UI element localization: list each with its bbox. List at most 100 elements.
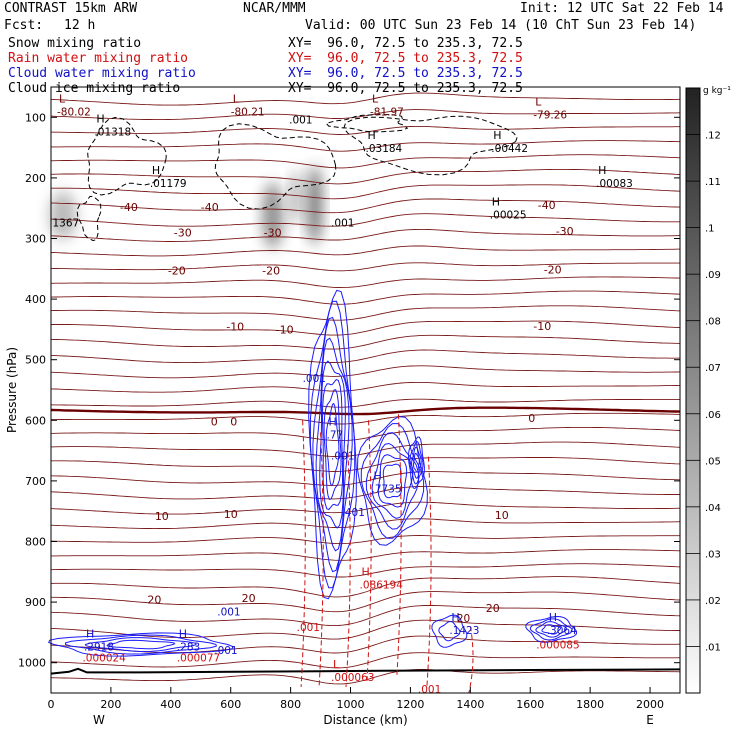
x-tick-label: 2000	[636, 698, 664, 711]
colorbar-tick-label: .04	[705, 503, 721, 514]
rain-contour	[426, 456, 432, 687]
x-tick-label: 0	[48, 698, 55, 711]
isotherm-line	[50, 381, 681, 393]
isotherm-label: 10	[155, 510, 169, 523]
isotherm-line	[51, 591, 681, 613]
isotherm-label: 20	[486, 602, 500, 615]
isotherm-line	[51, 184, 681, 200]
isotherm-label: -40	[201, 201, 219, 214]
isotherm-line	[50, 668, 681, 685]
extremum-mark: L	[535, 95, 542, 108]
isotherm-line	[51, 549, 681, 561]
legend-cloud-ice: Cloud ice mixing ratio	[8, 81, 181, 96]
extremum-value: .086194	[360, 580, 404, 592]
xy-line-cloud-ice: XY= 96.0, 72.5 to 235.3, 72.5	[288, 81, 523, 96]
isotherm-line	[50, 290, 681, 305]
isotherm-label: 10	[495, 509, 509, 522]
extremum-value: .77	[327, 429, 344, 441]
extremum-value: -80.02	[57, 106, 91, 118]
x-tick-label: 1800	[576, 698, 604, 711]
isotherm-line	[50, 92, 681, 106]
colorbar-tick-label: .03	[705, 549, 721, 560]
init-time: Init: 12 UTC Sat 22 Feb 14	[520, 1, 724, 16]
valid-time: Valid: 00 UTC Sun 23 Feb 14 (10 ChT Sun …	[305, 18, 697, 33]
extremum-value: .283	[177, 642, 200, 654]
extremum-value: -81.97	[370, 106, 404, 118]
fcst-value: 12 h	[64, 18, 96, 33]
cloud-water-contour	[325, 402, 340, 487]
extremum-mark: H	[179, 628, 187, 641]
isotherm-line	[50, 518, 681, 530]
isotherm-label: -40	[120, 201, 138, 214]
xy-line-cloud-water: XY= 96.0, 72.5 to 235.3, 72.5	[288, 66, 523, 81]
cloud-water-contour	[65, 634, 217, 655]
cloud-water-contour	[323, 389, 342, 500]
rain-contour	[345, 444, 351, 687]
isotherm-line	[51, 140, 681, 152]
y-tick-label: 700	[25, 475, 46, 488]
colorbar-tick-label: .12	[705, 131, 721, 142]
colorbar-tick-label: .07	[705, 363, 721, 374]
colorbar-tick-label: .09	[705, 270, 721, 281]
isotherm-label: -10	[533, 320, 551, 333]
extremum-value: .00025	[490, 209, 527, 221]
x-tick-label: 1200	[396, 698, 424, 711]
extremum-value: .01179	[150, 178, 187, 190]
snow-contour	[325, 114, 409, 133]
isotherm-label: -40	[538, 199, 556, 212]
extremum-mark: L	[372, 92, 379, 105]
extremum-mark: H	[373, 469, 381, 482]
cloud-water-contour	[431, 614, 468, 648]
isotherm-line	[51, 198, 681, 214]
extremum-mark: L	[333, 658, 340, 671]
x-axis-label: Distance (km)	[323, 713, 407, 727]
isotherm-line	[50, 635, 681, 654]
cloud-water-contour	[48, 632, 234, 657]
cloud-ice-blob	[307, 165, 323, 245]
isotherm-label: -20	[168, 265, 186, 278]
isotherm-line	[50, 576, 681, 598]
isotherm-line	[50, 349, 681, 364]
isotherm-label: -20	[544, 263, 562, 276]
cloud-water-contour	[309, 300, 356, 589]
isotherm-line	[50, 109, 681, 121]
colorbar: .01 .02 .03 .04 .05 .06 .07 .08 .09 .1 .11 .12 g kg⁻…	[685, 86, 731, 694]
extremum-value: .7735	[371, 483, 401, 495]
x-end-label-east: E	[646, 713, 654, 727]
extremum-value: 1367	[52, 217, 79, 229]
extremum-value: .001	[297, 622, 320, 634]
cloud-water-contour	[541, 624, 562, 635]
x-tick-label: 200	[100, 698, 121, 711]
extremum-mark: H	[598, 164, 606, 177]
cloud-water-contour	[365, 432, 420, 530]
extremum-mark: H	[451, 611, 459, 624]
cloud-ice-blob	[49, 191, 77, 240]
cloud-water-contour	[377, 454, 408, 508]
colorbar-gradient	[685, 87, 701, 694]
extremum-value: .001	[217, 606, 240, 618]
cloud-water-contour	[371, 442, 414, 519]
legend-snow: Snow mixing ratio	[8, 36, 142, 51]
plot-frame	[50, 86, 681, 694]
isotherm-label: 0	[528, 412, 535, 425]
xy-line-rain: XY= 96.0, 72.5 to 235.3, 72.5	[288, 51, 523, 66]
isotherm-line	[50, 485, 680, 500]
rain-contour	[468, 626, 474, 694]
isotherm-line	[50, 441, 681, 458]
x-tick-label: 1600	[516, 698, 544, 711]
isotherm-line	[50, 619, 680, 640]
extremum-value: -80.21	[231, 106, 265, 118]
extremum-mark: H	[493, 129, 501, 142]
x-tick-label: 400	[160, 698, 181, 711]
model-title: CONTRAST 15km ARW	[4, 1, 138, 16]
extremum-value: .001	[331, 451, 354, 463]
extremum-value: .000085	[536, 640, 579, 652]
isotherm-label: 20	[242, 592, 256, 605]
isotherm-label: -30	[556, 225, 574, 238]
extremum-value: .001	[331, 217, 354, 229]
legend-rain: Rain water mixing ratio	[8, 51, 189, 66]
y-tick-label: 500	[25, 354, 46, 367]
org-label: NCAR/MMM	[243, 1, 306, 16]
extremum-mark: H	[96, 112, 104, 125]
